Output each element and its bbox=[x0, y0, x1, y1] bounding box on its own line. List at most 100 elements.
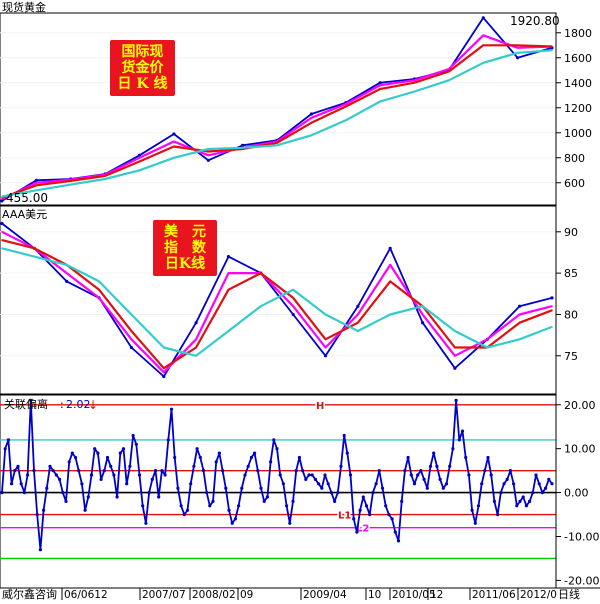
usd-ma_long-point bbox=[65, 264, 68, 266]
usd-ma_mid-point bbox=[227, 288, 230, 291]
usd-badge-line-3: 日K线 bbox=[164, 256, 206, 272]
usd-badge-line-2: 指 数 bbox=[164, 240, 206, 256]
dev-deviation-point bbox=[336, 491, 340, 495]
dev-deviation-point bbox=[125, 482, 129, 486]
dev-deviation-point bbox=[22, 491, 26, 495]
usd-ma_mid-point bbox=[260, 272, 262, 274]
usd-panel[interactable]: 75 80 85 90 AAA美元 bbox=[0, 205, 578, 395]
dev-deviation-point bbox=[361, 495, 365, 499]
dev-deviation-point bbox=[45, 486, 49, 490]
gold-ma_mid-point bbox=[70, 180, 72, 182]
dev-deviation-point bbox=[102, 469, 106, 473]
usd-price-point bbox=[356, 304, 360, 308]
dev-deviation-point bbox=[224, 486, 228, 490]
gold-ma_long-point bbox=[35, 189, 38, 192]
usd-ma_short-point bbox=[324, 346, 327, 349]
dev-deviation-point bbox=[262, 499, 266, 503]
gold-series bbox=[0, 16, 554, 203]
gold-ma_mid-point bbox=[207, 150, 210, 153]
x-tick-labels: 06/0612 2007/07 2008/02 09 2009/04 10 2010/051… bbox=[61, 588, 557, 601]
gold-ma_long-point bbox=[310, 134, 313, 137]
gold-ma_short-point bbox=[35, 182, 38, 184]
dev-deviation-point bbox=[16, 464, 20, 468]
dev-deviation-point bbox=[467, 473, 471, 477]
dev-deviation-point bbox=[371, 491, 375, 495]
gold-ma_long-point bbox=[379, 100, 381, 103]
down-arrow-icon: ↓ bbox=[88, 398, 98, 412]
dev-deviation-point bbox=[227, 508, 231, 512]
usd-ma_long-point bbox=[130, 313, 133, 316]
usd-ma_mid-point bbox=[518, 321, 521, 324]
dev-deviation-point bbox=[253, 451, 257, 455]
gold-ma_long-point bbox=[241, 147, 244, 149]
usd-ma_long-point bbox=[98, 280, 100, 283]
gold-ma_mid-point bbox=[310, 122, 313, 124]
gold-ma_long-point bbox=[276, 144, 278, 147]
gold-ma_mid-point bbox=[276, 142, 278, 144]
dev-deviation-point bbox=[205, 491, 209, 495]
period-label: 日线 bbox=[558, 587, 580, 600]
dev-deviation-point bbox=[240, 486, 244, 490]
dev-deviation-point bbox=[483, 469, 487, 473]
gold-y-tick-label: 800 bbox=[564, 152, 585, 165]
usd-price-point bbox=[323, 354, 328, 358]
usd-y-axis: 75 80 85 90 bbox=[555, 206, 578, 394]
gold-price-point bbox=[172, 132, 176, 136]
usd-ma_long-point bbox=[357, 330, 359, 332]
dev-deviation-point bbox=[537, 482, 541, 486]
usd-y-tick-label: 75 bbox=[564, 350, 578, 363]
gold-plot-frame bbox=[0, 12, 557, 206]
gold-ma_short-point bbox=[516, 47, 519, 49]
gold-price-point bbox=[206, 158, 210, 162]
dev-deviation-point bbox=[128, 464, 132, 468]
usd-series-ma_short bbox=[1, 230, 553, 374]
dev-deviation-point bbox=[230, 521, 234, 525]
usd-ma_mid-point bbox=[163, 367, 165, 370]
dev-deviation-point bbox=[454, 398, 458, 402]
dev-deviation-point bbox=[237, 504, 241, 508]
dev-deviation-point bbox=[444, 482, 449, 486]
usd-price-point bbox=[518, 304, 522, 308]
dev-deviation-point bbox=[96, 451, 100, 455]
usd-ma_short-point bbox=[551, 305, 553, 308]
dev-deviation-point bbox=[77, 469, 81, 473]
dev-deviation-point bbox=[285, 504, 289, 508]
deviation-colon: : bbox=[60, 398, 64, 411]
gold-ma_mid-point bbox=[482, 44, 485, 47]
dev-deviation-point bbox=[141, 504, 145, 508]
dev-deviation-point bbox=[115, 495, 119, 499]
dev-deviation-point bbox=[51, 469, 55, 473]
gold-ma_mid-point bbox=[379, 88, 381, 90]
x-tick-label: 10 bbox=[368, 589, 381, 600]
usd-ma_mid-point bbox=[1, 239, 3, 241]
gold-ma_long-point bbox=[207, 148, 210, 150]
usd-ma_mid-point bbox=[357, 321, 359, 324]
dev-deviation-point bbox=[323, 473, 327, 477]
dev-deviation-point bbox=[464, 455, 468, 460]
usd-y-tick-label: 80 bbox=[564, 308, 578, 321]
dev-deviation-point bbox=[0, 491, 4, 495]
usd-panel-title: AAA美元 bbox=[2, 208, 47, 221]
dev-deviation-point bbox=[304, 477, 308, 481]
x-tick-label: 06/0612 bbox=[64, 589, 108, 600]
dev-deviation-point bbox=[406, 455, 410, 460]
dev-deviation-point bbox=[166, 438, 170, 442]
deviation-y-axis: -20.00 -10.00 0.00 10.00 20.00 bbox=[555, 395, 599, 588]
gold-ma_long-point bbox=[1, 195, 3, 198]
usd-chart-badge: 美 元 指 数 日K线 bbox=[153, 220, 217, 276]
usd-ma_short-point bbox=[227, 272, 230, 274]
dev-deviation-point bbox=[492, 499, 496, 503]
gold-chart-badge: 国际现 货金价 日 K 线 bbox=[110, 40, 175, 96]
gold-ma_long-point bbox=[413, 90, 416, 93]
dev-deviation-point bbox=[26, 473, 30, 477]
dev-deviation-point bbox=[275, 447, 279, 451]
gold-ma_mid-point bbox=[413, 81, 416, 84]
dev-deviation-point bbox=[137, 473, 142, 477]
dev-deviation-point bbox=[278, 473, 282, 477]
dev-y-tick-label: 10.00 bbox=[564, 443, 596, 456]
dev-deviation-point bbox=[432, 451, 436, 455]
usd-ma_long-point bbox=[195, 355, 197, 357]
usd-price-point bbox=[453, 366, 457, 370]
